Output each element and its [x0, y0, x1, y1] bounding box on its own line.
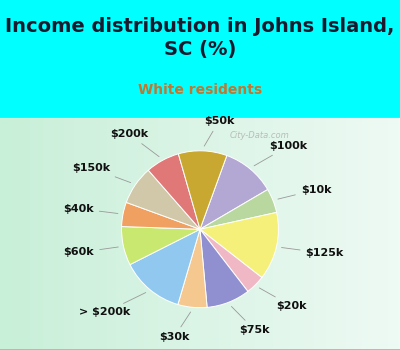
Wedge shape [178, 229, 207, 308]
Wedge shape [122, 226, 200, 265]
Wedge shape [130, 229, 200, 304]
Text: $10k: $10k [278, 185, 331, 199]
Text: City-Data.com: City-Data.com [230, 131, 290, 140]
Text: $40k: $40k [63, 204, 118, 214]
Wedge shape [200, 155, 268, 229]
Text: $75k: $75k [232, 307, 270, 335]
Text: Income distribution in Johns Island,
SC (%): Income distribution in Johns Island, SC … [5, 17, 395, 59]
Text: $100k: $100k [254, 141, 308, 166]
Text: $150k: $150k [72, 163, 131, 183]
Text: > $200k: > $200k [80, 293, 146, 317]
Text: $20k: $20k [259, 288, 307, 311]
Text: $125k: $125k [282, 247, 344, 258]
Text: $200k: $200k [110, 129, 159, 157]
Wedge shape [200, 212, 278, 278]
Wedge shape [178, 151, 227, 229]
Text: $30k: $30k [159, 312, 190, 342]
Text: $60k: $60k [64, 247, 118, 258]
Wedge shape [122, 202, 200, 229]
Wedge shape [126, 170, 200, 229]
Text: White residents: White residents [138, 83, 262, 97]
Text: $50k: $50k [204, 116, 234, 146]
Wedge shape [200, 190, 277, 229]
Wedge shape [148, 154, 200, 229]
Wedge shape [200, 229, 248, 307]
Wedge shape [200, 229, 262, 292]
